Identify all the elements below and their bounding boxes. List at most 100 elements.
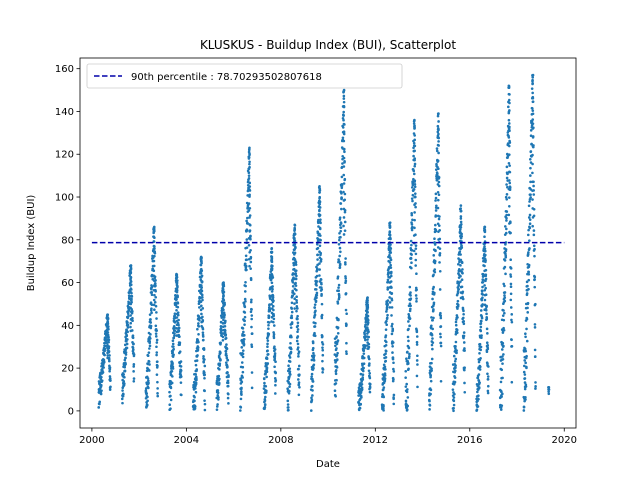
data-point: [439, 379, 443, 383]
data-point: [366, 299, 369, 302]
data-point: [527, 272, 531, 276]
data-point: [314, 299, 318, 303]
data-point: [485, 312, 488, 316]
data-point: [509, 306, 513, 309]
data-point: [196, 348, 200, 352]
data-point: [155, 311, 158, 314]
data-point: [410, 228, 414, 232]
data-point: [453, 380, 457, 384]
data-point: [391, 351, 394, 354]
data-point: [168, 403, 172, 407]
data-point: [152, 274, 156, 277]
data-point: [531, 107, 534, 110]
data-point: [265, 366, 269, 370]
data-point: [221, 339, 225, 342]
data-point: [146, 403, 149, 407]
data-point: [296, 307, 299, 310]
data-point: [439, 332, 442, 336]
data-point: [318, 185, 321, 188]
data-point: [173, 326, 176, 330]
data-point: [486, 391, 490, 395]
data-point: [148, 347, 151, 350]
data-point: [289, 347, 293, 351]
data-point: [411, 225, 414, 229]
data-point: [318, 220, 322, 224]
data-point: [477, 360, 481, 364]
data-point: [462, 336, 465, 340]
data-point: [334, 382, 338, 385]
data-point: [106, 356, 109, 360]
data-point: [459, 280, 462, 283]
data-point: [267, 332, 271, 336]
data-point: [296, 328, 300, 331]
data-point: [297, 378, 300, 381]
data-point: [241, 370, 245, 374]
data-point: [431, 318, 434, 322]
data-point: [293, 248, 296, 251]
data-point: [408, 285, 412, 289]
data-point: [454, 364, 457, 367]
data-point: [175, 287, 179, 290]
data-point: [457, 287, 460, 291]
data-point: [296, 321, 300, 325]
data-point: [500, 395, 503, 398]
data-point: [503, 284, 506, 288]
data-point: [410, 197, 414, 200]
data-point: [342, 173, 346, 177]
data-point: [339, 250, 342, 254]
data-point: [407, 320, 410, 323]
data-point: [459, 269, 462, 273]
data-point: [313, 303, 317, 306]
data-point: [368, 390, 372, 394]
data-point: [245, 219, 248, 223]
data-point: [247, 202, 251, 205]
data-point: [179, 375, 183, 378]
data-point: [433, 291, 436, 295]
data-point: [250, 308, 253, 311]
data-point: [436, 159, 440, 163]
data-point: [412, 122, 416, 125]
data-point: [361, 373, 365, 377]
data-point: [525, 339, 529, 343]
data-point: [336, 332, 340, 335]
data-point: [531, 73, 535, 77]
data-point: [454, 357, 458, 361]
data-point: [341, 154, 344, 158]
data-point: [149, 326, 153, 330]
data-point: [297, 364, 301, 368]
data-point: [406, 404, 410, 408]
data-point: [126, 330, 129, 334]
data-point: [462, 309, 465, 313]
data-point: [247, 237, 251, 240]
data-point: [152, 225, 156, 229]
data-point: [437, 217, 441, 221]
data-point: [529, 166, 532, 170]
data-point: [382, 407, 385, 410]
data-point: [526, 253, 530, 256]
data-point: [318, 274, 321, 277]
data-point: [198, 306, 201, 309]
data-point: [121, 401, 124, 405]
data-point: [366, 296, 369, 299]
chart-title: KLUSKUS - Buildup Index (BUI), Scatterpl…: [200, 38, 456, 52]
data-point: [149, 318, 152, 321]
data-point: [123, 365, 127, 369]
data-point: [313, 331, 316, 335]
data-point: [217, 398, 220, 401]
data-point: [293, 253, 296, 256]
data-point: [267, 314, 271, 318]
data-point: [247, 155, 251, 159]
data-point: [505, 193, 509, 196]
data-point: [342, 156, 346, 160]
data-point: [201, 331, 205, 334]
data-point: [273, 365, 276, 369]
data-point: [382, 386, 386, 389]
data-point: [507, 213, 511, 217]
data-point: [170, 381, 174, 385]
data-point: [295, 304, 299, 308]
data-point: [459, 236, 463, 240]
data-point: [315, 293, 319, 297]
data-point: [366, 338, 369, 341]
data-point: [248, 216, 251, 219]
data-point: [193, 399, 196, 403]
